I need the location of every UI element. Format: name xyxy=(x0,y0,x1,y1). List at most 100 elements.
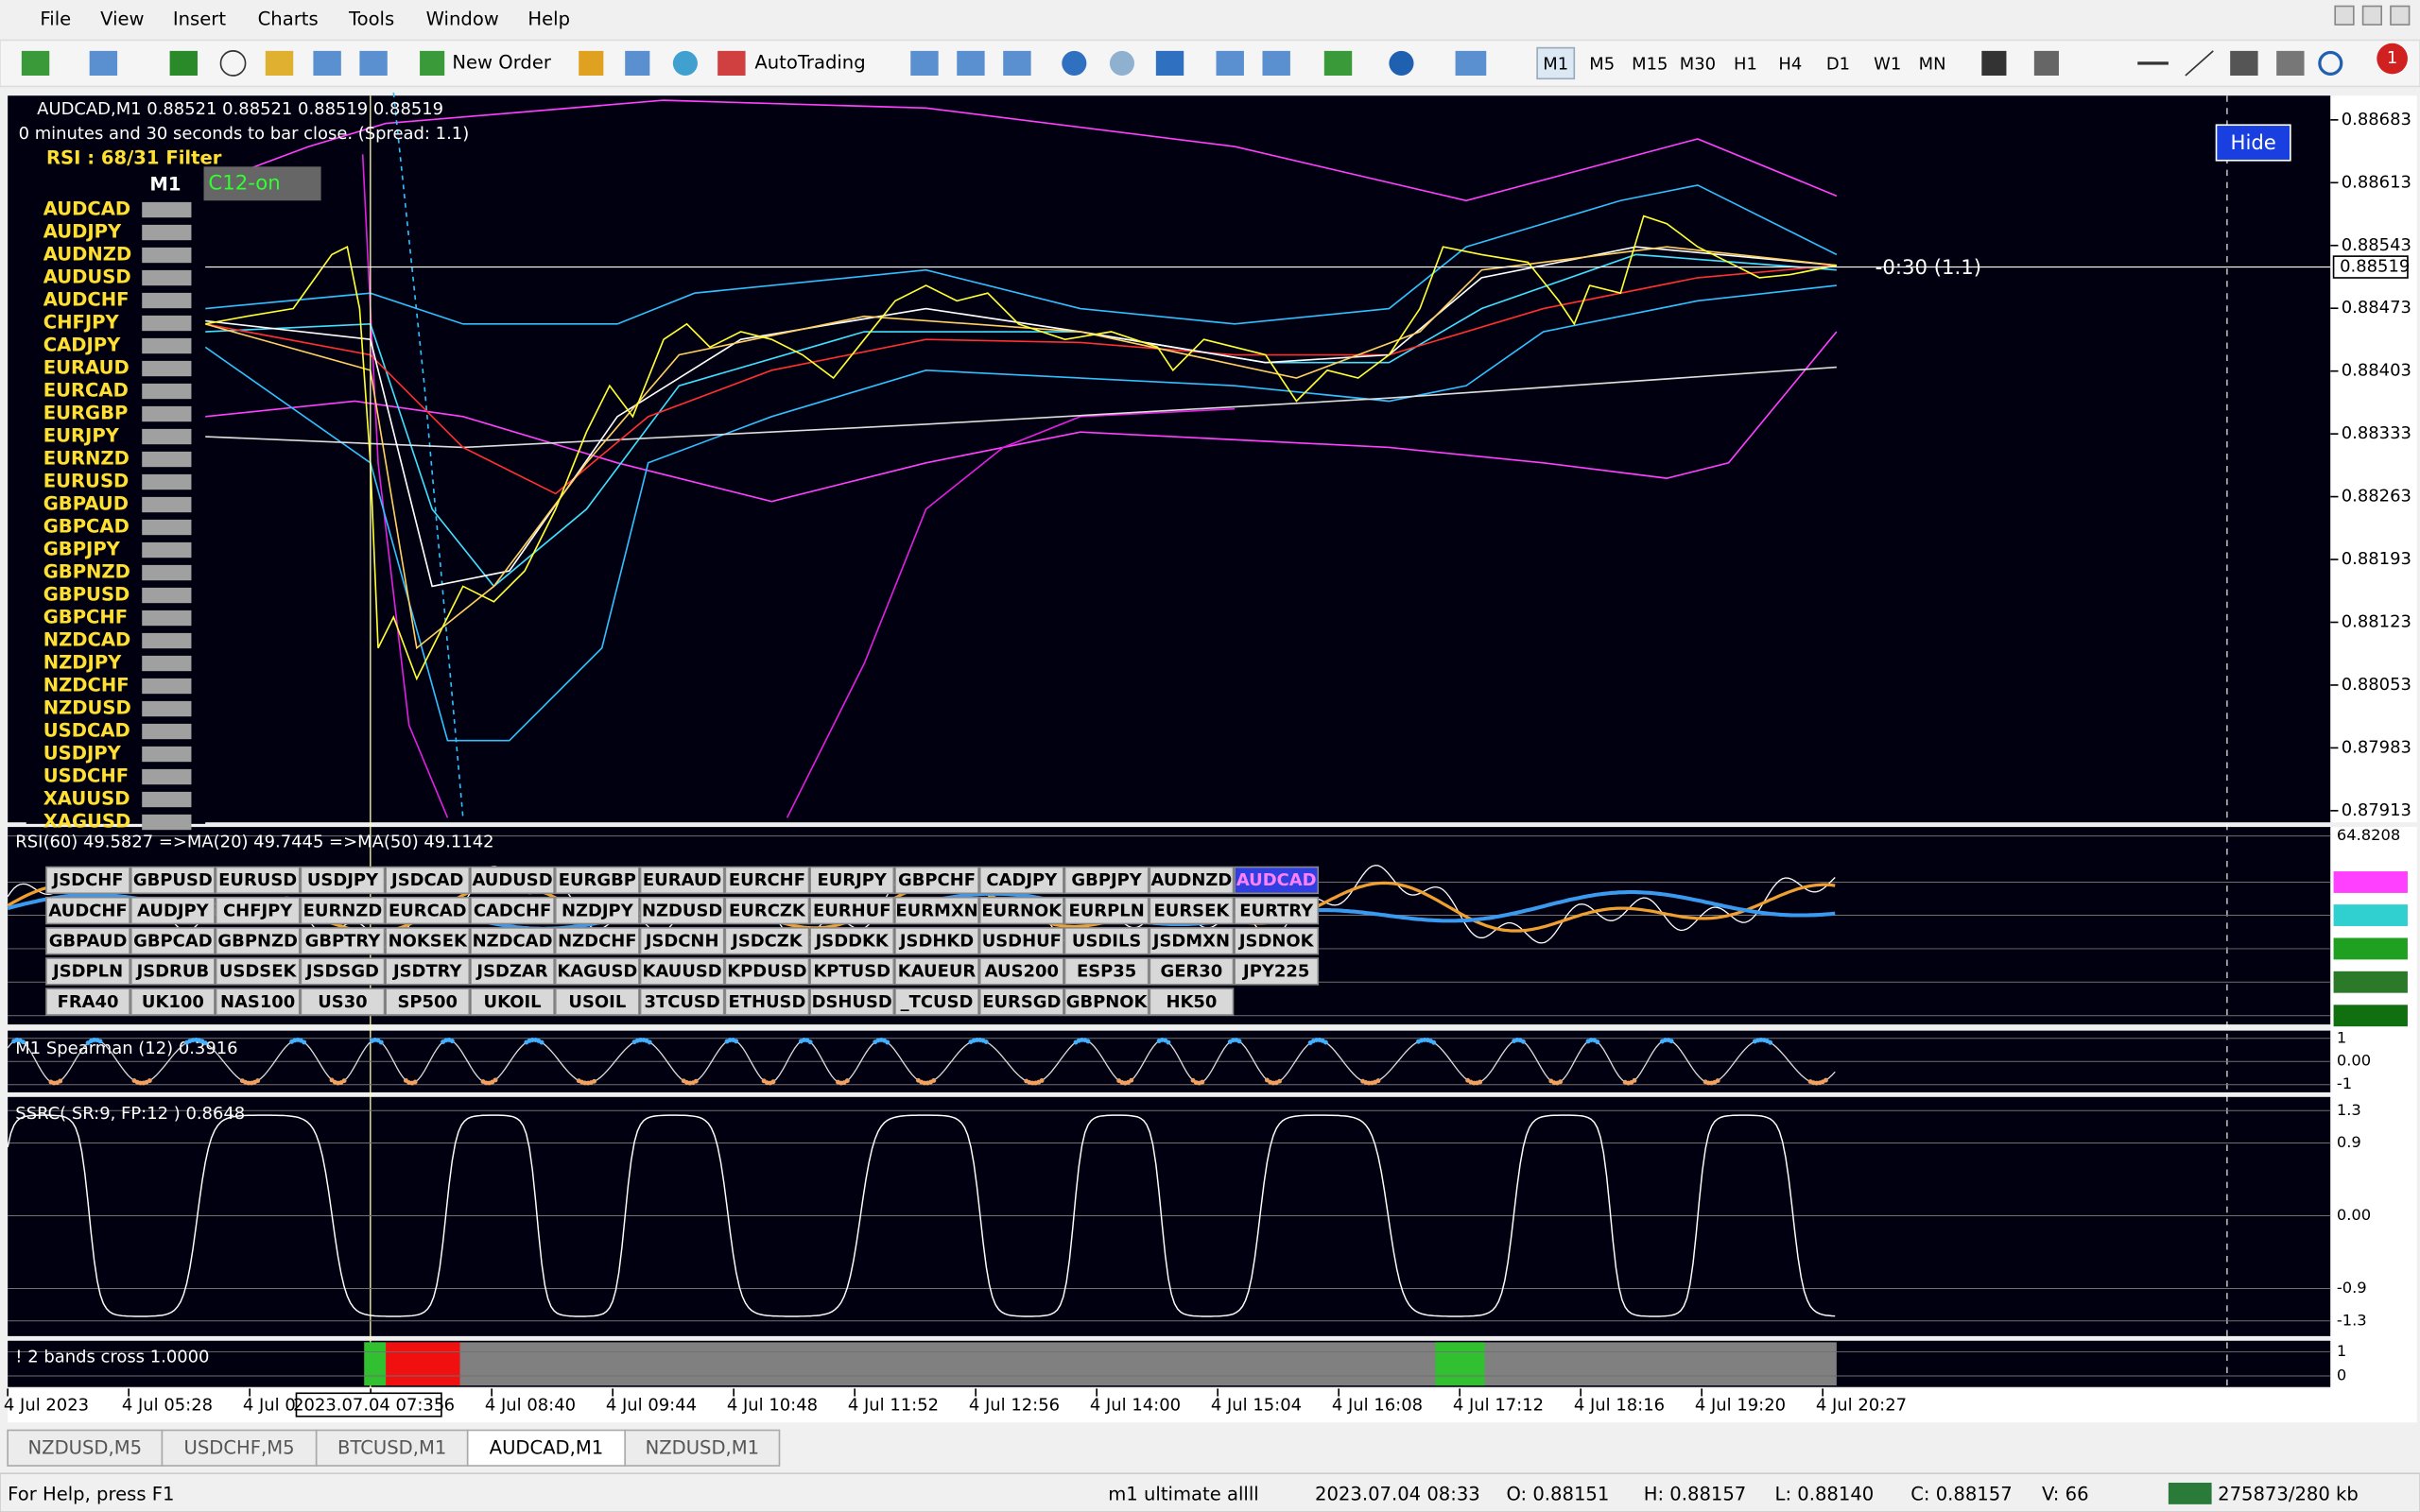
symbol-button[interactable] xyxy=(470,927,555,955)
symbol-label[interactable]: XAGUSD xyxy=(43,811,131,833)
symbol-button[interactable] xyxy=(130,957,216,986)
symbol-button-label[interactable]: EURGBP xyxy=(559,870,636,890)
symbol-label[interactable]: CADJPY xyxy=(43,335,121,356)
symbol-button[interactable] xyxy=(1063,957,1150,986)
symbol-box[interactable] xyxy=(142,315,192,332)
menu-item[interactable]: Insert xyxy=(173,9,226,30)
icon[interactable] xyxy=(1981,50,2007,76)
symbol-label[interactable]: EURCAD xyxy=(43,380,129,402)
icon[interactable] xyxy=(2230,50,2258,76)
icon[interactable] xyxy=(625,50,650,76)
symbol-button-label[interactable]: JSDCZK xyxy=(731,932,804,952)
symbol-button[interactable] xyxy=(894,927,979,955)
symbol-button-label[interactable]: _TCUSD xyxy=(901,992,974,1012)
symbol-button-label[interactable]: USOIL xyxy=(568,992,626,1012)
symbol-box[interactable] xyxy=(142,768,192,785)
symbol-button[interactable] xyxy=(978,988,1064,1016)
symbol-button[interactable] xyxy=(639,957,725,986)
symbol-button-label[interactable]: NZDJPY xyxy=(562,901,634,920)
icon[interactable] xyxy=(957,50,985,76)
symbol-button[interactable] xyxy=(45,957,130,986)
symbol-button-label[interactable]: JSDCHF xyxy=(52,870,124,890)
symbol-button[interactable] xyxy=(809,988,895,1016)
symbol-button[interactable] xyxy=(385,866,471,895)
symbol-box[interactable] xyxy=(142,655,192,672)
symbol-button-label[interactable]: KAGUSD xyxy=(557,962,637,982)
symbol-button-label[interactable]: ESP35 xyxy=(1077,962,1136,982)
symbol-button[interactable] xyxy=(300,896,386,925)
timeframe-pressed[interactable] xyxy=(1536,46,1576,80)
icon[interactable] xyxy=(2137,61,2169,65)
hide-label[interactable]: Hide xyxy=(2230,131,2275,155)
symbol-button[interactable] xyxy=(554,866,640,895)
symbol-button-label[interactable]: GBPCAD xyxy=(133,932,212,952)
symbol-label[interactable]: USDCHF xyxy=(43,765,129,787)
symbol-button-label[interactable]: GBPJPY xyxy=(1071,870,1142,890)
symbol-box[interactable] xyxy=(142,678,192,695)
symbol-box[interactable] xyxy=(142,610,192,627)
symbol-button-label[interactable]: JSDSGD xyxy=(305,962,379,982)
alert-badge[interactable] xyxy=(2377,43,2408,75)
symbol-button-label[interactable]: EURCZK xyxy=(729,901,806,920)
symbol-button-label[interactable]: CHFJPY xyxy=(223,901,293,920)
icon[interactable] xyxy=(89,50,118,76)
symbol-button[interactable] xyxy=(724,988,810,1016)
symbol-label[interactable]: GBPCAD xyxy=(43,516,130,538)
symbol-label[interactable]: NZDCAD xyxy=(43,629,131,651)
symbol-label[interactable]: AUDCHF xyxy=(43,289,130,311)
icon[interactable] xyxy=(265,50,294,76)
symbol-button-label[interactable]: EURCAD xyxy=(389,901,467,920)
symbol-box[interactable] xyxy=(142,360,192,377)
symbol-label[interactable]: NZDCHF xyxy=(43,675,130,696)
symbol-button-label[interactable]: GBPNOK xyxy=(1066,992,1149,1012)
symbol-button[interactable] xyxy=(1149,988,1235,1016)
symbol-button-label[interactable]: UK100 xyxy=(142,992,204,1012)
timeframe-button[interactable]: M5 xyxy=(1589,55,1615,75)
minimize[interactable] xyxy=(2334,5,2355,26)
symbol-button-label[interactable]: AUDJPY xyxy=(137,901,210,920)
restore[interactable] xyxy=(2361,5,2382,26)
symbol-label[interactable]: USDJPY xyxy=(43,743,122,765)
symbol-button-label[interactable]: AUS200 xyxy=(985,962,1059,982)
symbol-label[interactable]: NZDJPY xyxy=(43,652,122,674)
icon[interactable] xyxy=(420,50,445,76)
tab-label[interactable]: AUDCAD,M1 xyxy=(490,1437,604,1459)
symbol-button-label[interactable]: USDILS xyxy=(1072,932,1141,952)
symbol-box[interactable] xyxy=(142,723,192,740)
symbol-button[interactable] xyxy=(894,896,979,925)
tab-label[interactable]: NZDUSD,M5 xyxy=(28,1437,143,1459)
symbol-button[interactable] xyxy=(215,927,301,955)
symbol-button[interactable] xyxy=(1063,988,1150,1016)
symbol-box[interactable] xyxy=(142,473,192,490)
symbol-button[interactable] xyxy=(45,896,130,925)
icon[interactable] xyxy=(169,50,198,76)
symbol-button[interactable] xyxy=(300,927,386,955)
symbol-button-label[interactable]: KAUUSD xyxy=(643,962,722,982)
tab-label[interactable]: USDCHF,M5 xyxy=(184,1437,295,1459)
timeframe-button[interactable]: M1 xyxy=(1543,55,1568,75)
symbol-label[interactable]: GBPCHF xyxy=(43,607,128,628)
symbol-button[interactable] xyxy=(130,927,216,955)
symbol-button-label[interactable]: USDHUF xyxy=(982,932,1062,952)
symbol-button[interactable] xyxy=(639,927,725,955)
symbol-button[interactable] xyxy=(130,988,216,1016)
tab-label[interactable]: NZDUSD,M1 xyxy=(646,1437,760,1459)
symbol-box[interactable] xyxy=(142,632,192,649)
icon[interactable] xyxy=(1389,50,1414,76)
symbol-button-label[interactable]: FRA40 xyxy=(58,992,119,1012)
symbol-button-label[interactable]: AUDUSD xyxy=(472,870,552,890)
icon[interactable] xyxy=(2185,50,2214,77)
menu-item[interactable]: Charts xyxy=(258,9,319,30)
symbol-label[interactable]: USDCAD xyxy=(43,720,130,742)
symbol-button-label[interactable]: NZDUSD xyxy=(642,901,722,920)
icon[interactable] xyxy=(1109,50,1134,76)
symbol-button[interactable] xyxy=(894,957,979,986)
symbol-button-label[interactable]: EURHUF xyxy=(813,901,890,920)
symbol-button[interactable] xyxy=(978,957,1064,986)
icon[interactable] xyxy=(1262,50,1290,76)
symbol-button[interactable] xyxy=(300,957,386,986)
symbol-box[interactable] xyxy=(142,746,192,763)
timeframe-button[interactable]: MN xyxy=(1919,55,1946,75)
symbol-button-label[interactable]: JSDDKK xyxy=(815,932,890,952)
symbol-box[interactable] xyxy=(142,814,192,831)
